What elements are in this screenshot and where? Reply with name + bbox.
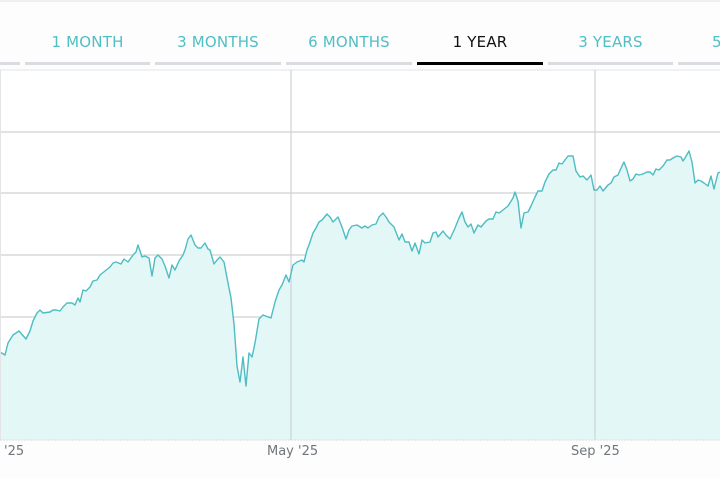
tab-underline-active [417,62,543,65]
tab-label: 3 MONTHS [177,33,259,51]
tab-label: 3 YEARS [578,33,643,51]
tab-3-years[interactable]: 3 YEARS [548,0,673,66]
price-line [0,150,720,387]
tab-1-month[interactable]: 1 MONTH [25,0,150,66]
tab-underline [286,62,412,65]
tab-underline [678,62,720,65]
tab-underline [548,62,673,65]
tab-label: 5 [712,33,720,51]
range-tabs: 1 MONTH 3 MONTHS 6 MONTHS 1 YEAR 3 YEARS… [0,0,720,66]
tab-partial-left[interactable] [0,0,20,66]
month-markers [290,70,596,440]
tab-6-months[interactable]: 6 MONTHS [286,0,412,66]
price-area-fill [0,151,720,440]
tab-label: 1 YEAR [452,33,508,51]
tab-5-years[interactable]: 5 [678,0,720,66]
x-label-sep: Sep '25 [571,444,620,459]
tab-3-months[interactable]: 3 MONTHS [155,0,281,66]
x-label-jan: '25 [4,444,25,459]
top-strip [0,0,720,2]
x-label-may: May '25 [267,444,319,459]
tab-underline [155,62,281,65]
tab-underline [0,62,20,65]
tab-1-year[interactable]: 1 YEAR [417,0,543,66]
tab-underline [25,62,150,65]
tab-label: 1 MONTH [51,33,124,51]
tab-label: 6 MONTHS [308,33,390,51]
